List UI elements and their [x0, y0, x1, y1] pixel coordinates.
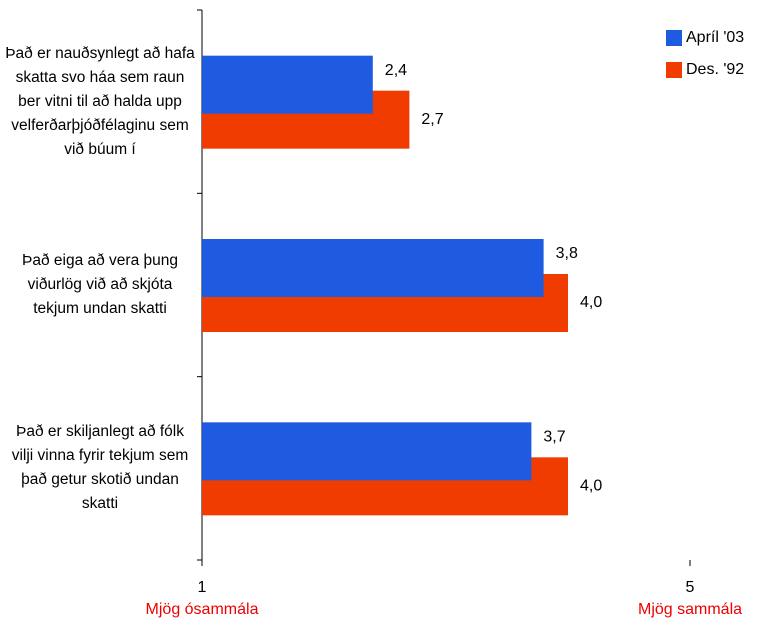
- value-label: 2,4: [385, 62, 407, 79]
- bar: [202, 422, 532, 481]
- category-label: Það eiga að vera þung viðurlög við að sk…: [22, 252, 178, 317]
- axis-annotation: Mjög ósammála: [146, 601, 259, 618]
- x-tick-label: 5: [686, 579, 695, 596]
- value-label: 3,8: [556, 245, 578, 262]
- value-label: 3,7: [543, 429, 565, 446]
- value-label: 4,0: [580, 478, 602, 495]
- legend-label: Des. '92: [686, 61, 744, 78]
- bar: [202, 55, 373, 114]
- legend-swatch: [666, 62, 682, 78]
- value-label: 2,7: [421, 111, 443, 128]
- category-label: Það er skiljanlegt að fólk vilji vinna f…: [11, 423, 189, 513]
- legend-swatch: [666, 30, 682, 46]
- legend-label: Apríl '03: [686, 29, 744, 46]
- value-label: 4,0: [580, 294, 602, 311]
- category-label: Það er nauðsynlegt að hafa skatta svo há…: [5, 44, 195, 158]
- bar: [202, 239, 544, 297]
- x-tick-label: 1: [198, 579, 207, 596]
- axis-annotation: Mjög sammála: [638, 601, 742, 618]
